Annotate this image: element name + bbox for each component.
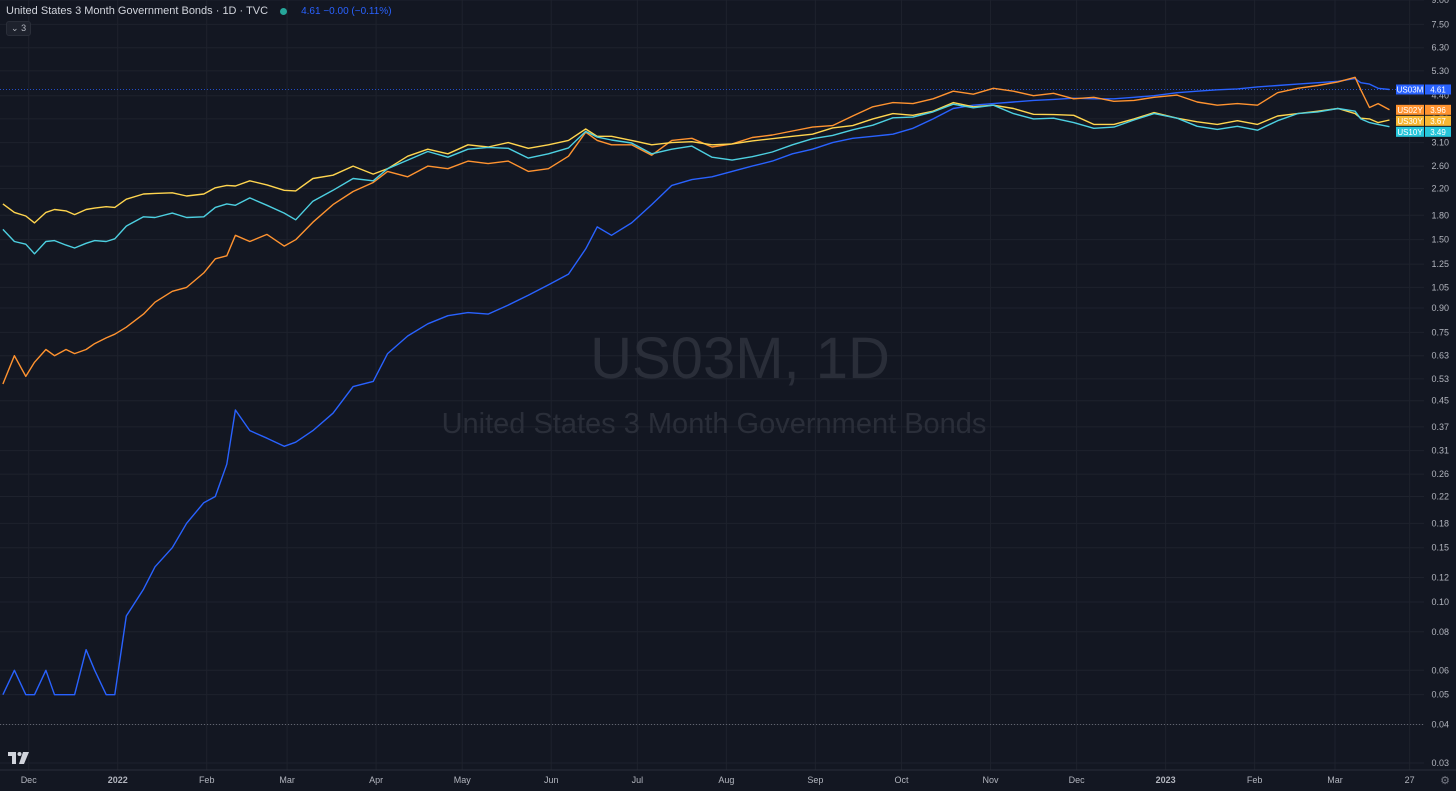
y-tick-label: 0.37 [1431,422,1449,432]
y-tick-label: 0.10 [1431,597,1449,607]
x-tick-label: Jun [544,775,559,785]
y-tick-label: 7.50 [1431,19,1449,29]
last-value-badge-us10y: US10Y 3.49 [1396,126,1451,137]
y-tick-label: 0.03 [1431,758,1449,768]
y-tick-label: 3.10 [1431,138,1449,148]
y-tick-label: 0.15 [1431,543,1449,553]
badge-series-name: US10Y [1397,128,1423,137]
last-value-badge-us03m: US03M 4.61 [1396,84,1451,95]
badge-series-name: US02Y [1397,106,1423,115]
x-tick-label: 27 [1405,775,1415,785]
y-tick-label: 0.04 [1431,720,1449,730]
badge-last-value: 3.49 [1430,128,1446,137]
x-tick-label: Dec [21,775,38,785]
series-line-us02y[interactable] [2,76,1390,385]
symbol-title[interactable]: United States 3 Month Government Bonds ·… [6,5,269,17]
y-tick-label: 1.25 [1431,259,1449,269]
watermark-description: United States 3 Month Government Bonds [442,408,987,440]
y-tick-label: 1.50 [1431,235,1449,245]
y-tick-label: 0.12 [1431,573,1449,583]
badge-series-name: US30Y [1397,117,1423,126]
last-value-badge-us30y: US30Y 3.67 [1396,115,1451,126]
series-layer [2,76,1390,696]
y-tick-label: 2.60 [1431,161,1449,171]
y-tick-label: 0.31 [1431,446,1449,456]
y-tick-label: 1.05 [1431,282,1449,292]
y-tick-label: 0.45 [1431,396,1449,406]
x-tick-label: Feb [1247,775,1263,785]
legend-collapse-button[interactable]: ⌄ 3 [6,21,32,36]
x-tick-label: Oct [894,775,909,785]
y-tick-label: 0.90 [1431,303,1449,313]
y-tick-label: 0.05 [1431,690,1449,700]
x-tick-label: Jul [632,775,644,785]
y-tick-label: 2.20 [1431,183,1449,193]
y-tick-label: 0.63 [1431,351,1449,361]
y-tick-label: 0.08 [1431,627,1449,637]
x-tick-label: Apr [369,775,383,785]
quote-readout: 4.61 −0.00 (−0.11%) [301,5,392,17]
x-tick-label: Mar [279,775,295,785]
last-value-badge-us02y: US02Y 3.96 [1396,104,1451,115]
series-line-us03m[interactable] [2,77,1390,696]
x-tick-label: 2023 [1156,775,1176,785]
x-tick-label: Sep [807,775,823,785]
x-tick-label: Feb [199,775,215,785]
y-tick-label: 0.22 [1431,491,1449,501]
market-status-icon [280,7,288,15]
y-tick-label: 0.18 [1431,518,1449,528]
chevron-down-icon: ⌄ [11,23,19,33]
y-tick-label: 0.06 [1431,665,1449,675]
watermark-symbol: US03M, 1D [590,326,890,391]
y-tick-label: 0.53 [1431,374,1449,384]
badge-last-value: 3.96 [1430,106,1446,115]
badge-last-value: 3.67 [1430,117,1446,126]
collapsed-series-count: 3 [21,23,27,33]
x-tick-label: Mar [1327,775,1343,785]
y-tick-label: 0.26 [1431,469,1449,479]
tradingview-logo-icon[interactable] [8,752,30,764]
time-axis[interactable]: Dec 2022 Feb Mar Apr May Jun Jul Aug Sep Oct Nov Dec… [0,769,1456,785]
chart-header: United States 3 Month Government Bonds ·… [6,5,392,17]
x-tick-label: Nov [982,775,999,785]
y-tick-label: 4.40 [1431,91,1449,101]
y-tick-label: 6.30 [1431,43,1449,53]
x-tick-label: 2022 [108,775,128,785]
x-tick-label: Aug [718,775,734,785]
y-tick-label: 9.00 [1431,0,1449,5]
badge-series-name: US03M [1397,85,1424,94]
x-tick-label: May [454,775,472,785]
settings-gear-icon[interactable]: ⚙ [1440,775,1450,787]
y-tick-label: 0.75 [1431,327,1449,337]
last-value-badges: US03M 4.61 US02Y 3.96 US30Y 3.67 US10Y 3.49 [1396,84,1451,137]
series-line-us10y[interactable] [2,103,1390,255]
y-tick-label: 5.30 [1431,66,1449,76]
chart-grid [0,0,1424,770]
badge-last-value: 4.61 [1430,85,1446,94]
x-tick-label: Dec [1069,775,1086,785]
y-tick-label: 1.80 [1431,210,1449,220]
